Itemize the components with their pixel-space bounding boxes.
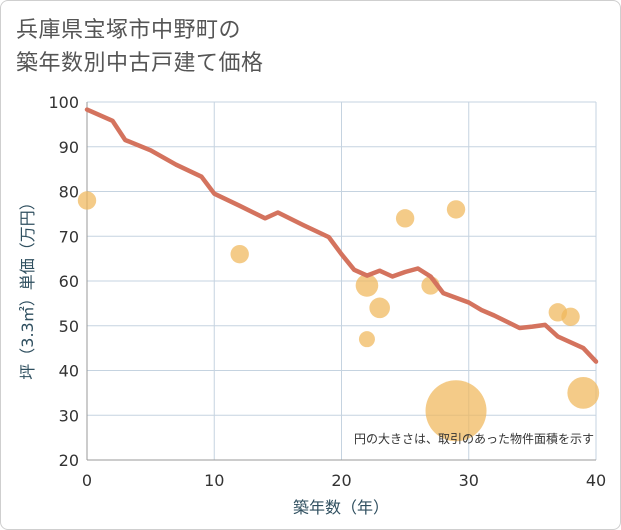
bubble-size-note: 円の大きさは、取引のあった物件面積を示す: [354, 431, 594, 446]
data-bubble: [561, 307, 580, 326]
bubbles: [77, 191, 600, 442]
y-tick-label: 40: [59, 362, 79, 381]
data-bubble: [358, 331, 375, 348]
y-tick-label: 90: [59, 138, 79, 157]
data-bubble: [369, 297, 390, 319]
data-bubble: [230, 244, 249, 264]
y-tick-label: 50: [59, 317, 79, 336]
y-axis-label: 坪（3.3㎡）単価（万円）: [18, 194, 37, 379]
y-tick-label: 20: [59, 451, 79, 470]
data-bubble: [355, 274, 379, 297]
trend-line: [84, 107, 599, 364]
x-axis-label: 築年数（年）: [293, 498, 389, 517]
y-tick-label: 30: [59, 406, 79, 425]
x-tick-label: 40: [586, 471, 606, 490]
data-bubble: [446, 200, 466, 219]
y-tick-label: 80: [59, 183, 79, 202]
x-tick-label: 0: [82, 471, 92, 490]
trend-line-layer: [84, 107, 599, 364]
x-tick-label: 30: [459, 471, 479, 490]
gridlines: [87, 101, 597, 460]
data-bubble: [567, 376, 600, 409]
data-bubble: [425, 380, 487, 442]
axes: [86, 102, 596, 461]
data-bubble: [77, 191, 97, 210]
x-tick-label: 10: [204, 471, 224, 490]
chart-title-line-1: 兵庫県宝塚市中野町の: [16, 18, 242, 43]
y-tick-label: 60: [59, 272, 79, 291]
y-tick-label: 100: [48, 93, 79, 112]
x-tick-label: 20: [331, 471, 351, 490]
chart-title-line-2: 築年数別中古戸建て価格: [16, 51, 264, 76]
y-tick-label: 70: [59, 227, 79, 246]
data-bubble: [395, 209, 415, 228]
tick-labels: 20 30 40 50 60 70 80 90 100 0 10 20 30 40: [48, 93, 606, 490]
chart-title: 兵庫県宝塚市中野町の 築年数別中古戸建て価格: [16, 14, 264, 80]
